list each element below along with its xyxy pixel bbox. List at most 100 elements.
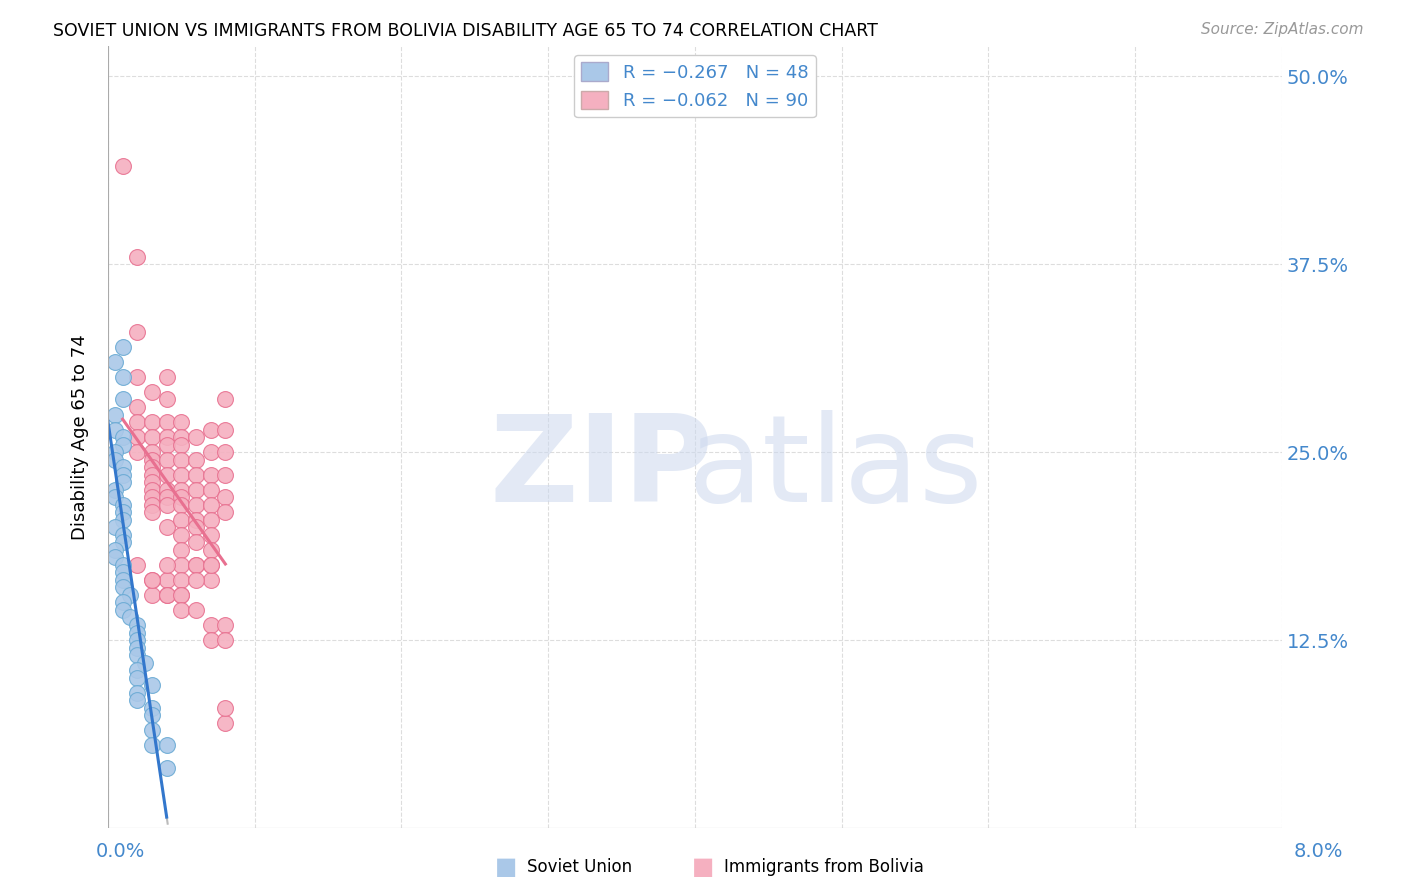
Point: [127, 640, 149, 655]
Y-axis label: Disability Age 65 to 74: Disability Age 65 to 74: [72, 334, 89, 540]
Point: [200, 513, 222, 527]
Point: [184, 430, 207, 444]
Text: atlas: atlas: [688, 409, 984, 527]
Point: [200, 483, 222, 497]
Text: ■: ■: [495, 855, 517, 879]
Point: [156, 573, 179, 587]
Point: [200, 558, 222, 572]
Point: [170, 498, 193, 512]
Point: [127, 663, 149, 677]
Point: [127, 625, 149, 640]
Point: [104, 520, 127, 534]
Point: [127, 648, 149, 662]
Legend: R = −0.267   N = 48, R = −0.062   N = 90: R = −0.267 N = 48, R = −0.062 N = 90: [574, 55, 815, 118]
Point: [141, 708, 163, 723]
Point: [141, 467, 163, 482]
Point: [111, 437, 134, 451]
Point: [111, 160, 134, 174]
Point: [118, 610, 141, 624]
Point: [184, 520, 207, 534]
Point: [104, 542, 127, 557]
Point: [141, 738, 163, 752]
Point: [156, 415, 179, 429]
Point: [156, 430, 179, 444]
Text: Immigrants from Bolivia: Immigrants from Bolivia: [724, 858, 924, 876]
Point: [111, 528, 134, 542]
Point: [214, 467, 236, 482]
Point: [141, 588, 163, 602]
Text: 8.0%: 8.0%: [1294, 842, 1343, 862]
Point: [111, 467, 134, 482]
Point: [170, 437, 193, 451]
Text: SOVIET UNION VS IMMIGRANTS FROM BOLIVIA DISABILITY AGE 65 TO 74 CORRELATION CHAR: SOVIET UNION VS IMMIGRANTS FROM BOLIVIA …: [53, 22, 879, 40]
Point: [200, 542, 222, 557]
Point: [200, 445, 222, 459]
Point: [118, 588, 141, 602]
Point: [170, 542, 193, 557]
Text: ZIP: ZIP: [489, 409, 713, 527]
Point: [141, 505, 163, 519]
Point: [184, 558, 207, 572]
Point: [156, 437, 179, 451]
Point: [156, 452, 179, 467]
Point: [104, 490, 127, 504]
Point: [156, 588, 179, 602]
Point: [200, 633, 222, 648]
Point: [156, 761, 179, 775]
Point: [104, 452, 127, 467]
Point: [111, 573, 134, 587]
Point: [111, 505, 134, 519]
Point: [184, 513, 207, 527]
Point: [184, 558, 207, 572]
Point: [141, 498, 163, 512]
Point: [170, 490, 193, 504]
Point: [170, 430, 193, 444]
Point: [141, 723, 163, 738]
Point: [156, 392, 179, 407]
Point: [141, 573, 163, 587]
Point: [104, 423, 127, 437]
Point: [184, 483, 207, 497]
Point: [170, 452, 193, 467]
Point: [200, 467, 222, 482]
Point: [156, 490, 179, 504]
Point: [184, 498, 207, 512]
Point: [214, 490, 236, 504]
Point: [134, 656, 156, 670]
Point: [111, 370, 134, 384]
Point: [111, 603, 134, 617]
Point: [141, 430, 163, 444]
Point: [170, 467, 193, 482]
Point: [214, 392, 236, 407]
Point: [141, 460, 163, 475]
Point: [170, 558, 193, 572]
Point: [111, 340, 134, 354]
Point: [141, 490, 163, 504]
Point: [127, 633, 149, 648]
Point: [127, 686, 149, 700]
Point: [170, 483, 193, 497]
Point: [214, 715, 236, 730]
Point: [184, 452, 207, 467]
Point: [127, 618, 149, 632]
Text: ■: ■: [692, 855, 714, 879]
Point: [111, 581, 134, 595]
Point: [111, 430, 134, 444]
Point: [170, 588, 193, 602]
Point: [156, 483, 179, 497]
Point: [111, 498, 134, 512]
Point: [141, 445, 163, 459]
Point: [214, 633, 236, 648]
Point: [214, 618, 236, 632]
Point: [156, 370, 179, 384]
Point: [104, 550, 127, 565]
Point: [184, 535, 207, 549]
Point: [156, 738, 179, 752]
Point: [170, 528, 193, 542]
Point: [111, 558, 134, 572]
Point: [141, 483, 163, 497]
Point: [127, 325, 149, 339]
Point: [200, 498, 222, 512]
Point: [127, 370, 149, 384]
Point: [184, 603, 207, 617]
